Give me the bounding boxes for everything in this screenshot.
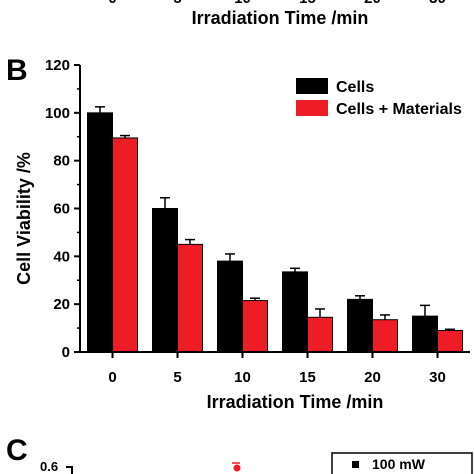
- legend: Cells Cells + Materials: [296, 78, 462, 118]
- panel-a-tick-labels: 0 5 10 15 20 30: [108, 0, 446, 7]
- panel-c-data-point: [233, 464, 241, 472]
- y-tick-label: 60: [53, 201, 70, 218]
- bar-cells: [282, 271, 308, 353]
- bar-cells: [347, 298, 373, 353]
- cell-viability-bar-chart: 0 20 40 60 80 100 120 0 5 10 15 20 30 Cell Viabilit…: [14, 57, 470, 412]
- legend-swatch-cells-materials: [296, 100, 328, 116]
- panel-c-legend-label: 100 mW: [372, 456, 426, 472]
- x-axis-ticks: 0 5 10 15 20 30: [108, 352, 446, 386]
- panel-a-tick-label: 30: [429, 0, 446, 7]
- bar-cells-materials: [437, 329, 463, 353]
- panel-a-tick-label: 0: [108, 0, 116, 7]
- x-tick-label: 15: [299, 369, 316, 386]
- bar-cells-materials: [242, 300, 268, 353]
- bar-cells: [152, 208, 178, 353]
- y-tick-label: 80: [53, 153, 70, 170]
- panel-c-y-tick-label: 0.6: [40, 459, 58, 474]
- y-axis-ticks: 0 20 40 60 80 100 120: [45, 57, 80, 361]
- bars: [87, 112, 463, 353]
- y-tick-label: 100: [45, 105, 70, 122]
- y-tick-label: 0: [62, 344, 70, 361]
- panel-c-legend-marker: [352, 461, 359, 468]
- legend-label-cells-materials: Cells + Materials: [336, 101, 462, 118]
- x-tick-label: 20: [364, 369, 381, 386]
- panel-a-tick-label: 20: [364, 0, 381, 7]
- y-tick-label: 120: [45, 57, 70, 74]
- y-axis-title: Cell Viability /%: [14, 152, 34, 285]
- bar-cells-materials: [112, 137, 138, 353]
- y-tick-label: 20: [53, 296, 70, 313]
- y-tick-label: 40: [53, 248, 70, 265]
- x-axis-title: Irradiation Time /min: [207, 392, 384, 412]
- bar-cells-materials: [307, 316, 333, 353]
- bar-cells: [87, 112, 113, 353]
- panel-a-tick-label: 5: [173, 0, 181, 7]
- x-tick-label: 5: [173, 369, 181, 386]
- legend-label-cells: Cells: [336, 79, 374, 96]
- x-tick-label: 0: [108, 369, 116, 386]
- x-tick-label: 10: [234, 369, 251, 386]
- panel-c-label: C: [6, 434, 28, 467]
- panel-c-legend-box: [331, 452, 473, 474]
- bar-cells: [412, 315, 438, 353]
- panel-a-x-axis-title: Irradiation Time /min: [192, 8, 369, 28]
- panel-a-tick-label: 15: [299, 0, 316, 7]
- panel-b-label: B: [6, 54, 28, 87]
- bar-cells: [217, 260, 243, 353]
- bar-cells-materials: [177, 243, 203, 353]
- x-tick-label: 30: [429, 369, 446, 386]
- panel-a-tick-label: 10: [234, 0, 251, 7]
- error-bars: [95, 106, 455, 331]
- bar-cells-materials: [372, 319, 398, 353]
- legend-swatch-cells: [296, 78, 328, 94]
